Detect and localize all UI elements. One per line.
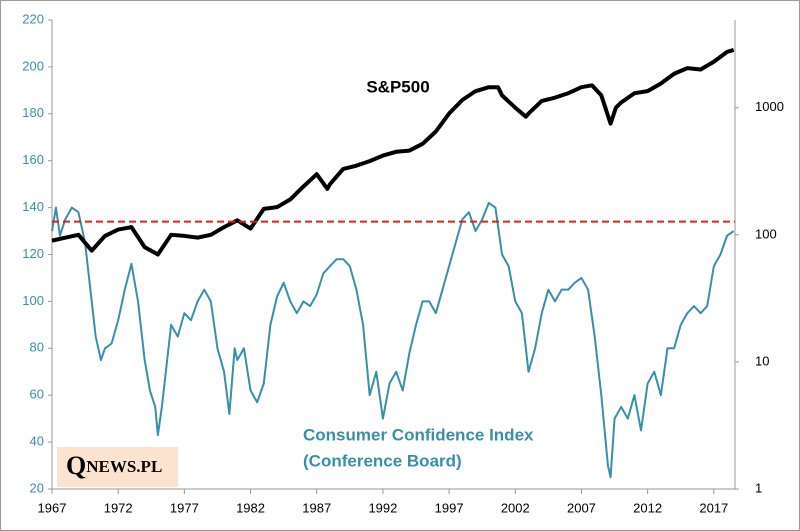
y-tick-label: 220	[22, 11, 44, 26]
x-tick-label: 1967	[38, 500, 67, 515]
y-tick-label: 60	[30, 387, 44, 402]
y-tick-label: 120	[22, 246, 44, 261]
series-line	[51, 201, 735, 479]
x-tick-label: 2017	[699, 500, 728, 515]
logo-initial: Q	[66, 451, 86, 480]
y-tick-label: 40	[30, 434, 44, 449]
x-tick-label: 2007	[567, 500, 596, 515]
x-tick-label: 1997	[435, 500, 464, 515]
y2-tick-label: 1000	[755, 99, 784, 114]
y2-tick-label: 100	[755, 226, 777, 241]
logo-rest: NEWS.PL	[86, 457, 162, 476]
y-tick-label: 100	[22, 293, 44, 308]
annotation: (Conference Board)	[303, 451, 462, 470]
x-tick-label: 2012	[633, 500, 662, 515]
x-tick-label: 2002	[501, 500, 530, 515]
x-tick-label: 1987	[302, 500, 331, 515]
series-label: S&P500	[366, 77, 429, 96]
y-tick-label: 180	[22, 105, 44, 120]
y-tick-label: 140	[22, 199, 44, 214]
y-tick-label: 200	[22, 58, 44, 73]
x-tick-label: 1982	[236, 500, 265, 515]
y-tick-label: 80	[30, 340, 44, 355]
x-tick-label: 1977	[170, 500, 199, 515]
logo-box	[57, 447, 178, 487]
y2-tick-label: 10	[755, 353, 769, 368]
y2-tick-label: 1	[755, 480, 762, 495]
x-tick-label: 1972	[104, 500, 133, 515]
y-tick-label: 160	[22, 152, 44, 167]
x-tick-label: 1992	[368, 500, 397, 515]
y-tick-label: 20	[30, 480, 44, 495]
logo: QNEWS.PL	[66, 451, 162, 480]
series-line	[51, 47, 735, 257]
series-label: Consumer Confidence Index	[303, 425, 534, 444]
